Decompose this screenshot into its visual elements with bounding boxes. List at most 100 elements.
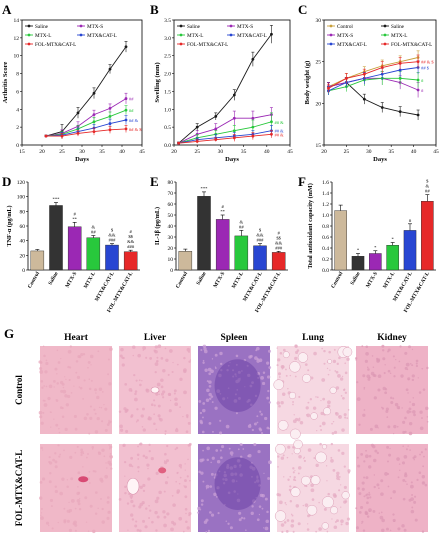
white-pulp: [214, 359, 261, 412]
tissue-speckle: [411, 348, 414, 351]
tissue-speckle: [43, 354, 46, 358]
tissue-speckle: [109, 445, 113, 449]
tissue-speckle: [313, 456, 316, 460]
tissue-speckle: [358, 511, 362, 514]
tissue-speckle: [399, 345, 402, 348]
tissue-speckle: [330, 456, 333, 459]
tissue-speckle: [333, 494, 337, 499]
tissue-speckle: [260, 431, 264, 435]
tissue-speckle: [153, 413, 156, 416]
tissue-speckle: [187, 421, 191, 425]
series-line: [45, 98, 127, 137]
tissue-speckle: [327, 404, 331, 408]
tissue-speckle: [390, 400, 394, 405]
tissue-speckle: [136, 528, 140, 532]
tissue-speckle: [202, 408, 206, 413]
tissue-speckle: [261, 381, 266, 386]
tissue-speckle: [363, 460, 366, 463]
tissue-speckle: [294, 344, 298, 348]
tissue-speckle: [188, 479, 191, 482]
significance-label: **: [72, 216, 77, 221]
data-point: [76, 111, 80, 115]
tissue-speckle: [188, 514, 191, 517]
tissue-speckle: [298, 455, 302, 459]
x-axis-label: Days: [225, 156, 239, 163]
tissue-speckle: [285, 368, 287, 371]
tissue-speckle: [92, 529, 96, 534]
tissue-speckle: [56, 349, 59, 352]
significance-label: $$: [128, 234, 133, 239]
tissue-speckle: [131, 518, 135, 521]
tissue-speckle: [408, 345, 411, 349]
legend-item-mtx-l: MTX-L: [177, 33, 203, 39]
tissue-speckle: [80, 450, 84, 454]
tissue-speckle: [124, 485, 127, 489]
tissue-background: [277, 346, 349, 434]
significance-label: ***: [201, 186, 209, 191]
tissue-speckle: [368, 491, 370, 494]
tissue-speckle: [104, 407, 108, 411]
tissue-speckle: [370, 371, 375, 376]
tissue-speckle: [268, 401, 272, 404]
tissue-speckle: [45, 521, 50, 525]
tissue-speckle: [363, 495, 366, 498]
tissue-speckle: [381, 406, 383, 409]
tissue-speckle: [157, 344, 162, 349]
tissue-speckle: [40, 507, 43, 510]
tissue-speckle: [206, 446, 211, 451]
tissue-speckle: [68, 528, 73, 532]
tissue-speckle: [366, 501, 369, 505]
histology-panel: G Heart Liver Spleen Lung Kidney Control FOL-MT…: [0, 318, 445, 550]
tissue-speckle: [386, 416, 389, 418]
y-tick-label: 30: [168, 235, 174, 241]
tissue-speckle: [401, 461, 406, 465]
tissue-speckle: [77, 354, 81, 359]
tissue-speckle: [160, 356, 164, 360]
tissue-speckle: [39, 496, 43, 500]
tissue-speckle: [172, 361, 174, 364]
tissue-speckle: [256, 421, 259, 424]
tissue-speckle: [171, 370, 174, 374]
tissue-speckle: [266, 396, 270, 400]
tissue-speckle: [47, 396, 51, 401]
tissue-speckle: [91, 448, 94, 450]
tissue-speckle: [163, 490, 166, 493]
tissue-speckle: [101, 520, 105, 524]
tissue-speckle: [154, 349, 158, 354]
panel-letter: B: [150, 2, 159, 17]
tissue-speckle: [38, 360, 42, 364]
tissue-speckle: [344, 391, 348, 394]
tissue-speckle: [385, 407, 389, 411]
tissue-speckle: [179, 406, 182, 409]
tissue-speckle: [373, 374, 377, 378]
tissue-speckle: [294, 469, 296, 472]
tissue-speckle: [363, 409, 366, 411]
tissue-speckle: [251, 428, 255, 432]
legend-swatch-marker: [79, 24, 83, 28]
alveolus: [306, 504, 318, 516]
chart-tnf-alpha: D 0 20 40 60 80 100 120 TNF-α (pg/mL) Control *** S…: [2, 174, 140, 314]
significance-label: #: [222, 204, 225, 209]
tissue-speckle: [79, 386, 83, 390]
tissue-speckle: [80, 453, 83, 457]
tissue-speckle: [411, 374, 415, 378]
tissue-speckle: [366, 496, 370, 500]
tissue-speckle: [48, 384, 53, 389]
series-line: [45, 119, 127, 137]
x-axis-label: Days: [75, 156, 89, 163]
tissue-speckle: [42, 449, 44, 451]
tissue-speckle: [266, 375, 271, 379]
x-tick-label: 45: [433, 149, 439, 155]
tissue-speckle: [69, 345, 72, 348]
tissue-speckle: [43, 385, 46, 387]
tissue-speckle: [76, 445, 79, 448]
legend-label: MTX&CAT-L: [87, 33, 117, 39]
tissue-speckle: [337, 373, 341, 378]
tissue-speckle: [138, 379, 141, 382]
tissue-speckle: [283, 476, 285, 478]
tissue-speckle: [176, 363, 179, 366]
tissue-speckle: [164, 452, 167, 456]
tissue-speckle: [109, 420, 112, 423]
tissue-speckle: [129, 494, 134, 499]
tissue-speckle: [65, 403, 70, 407]
